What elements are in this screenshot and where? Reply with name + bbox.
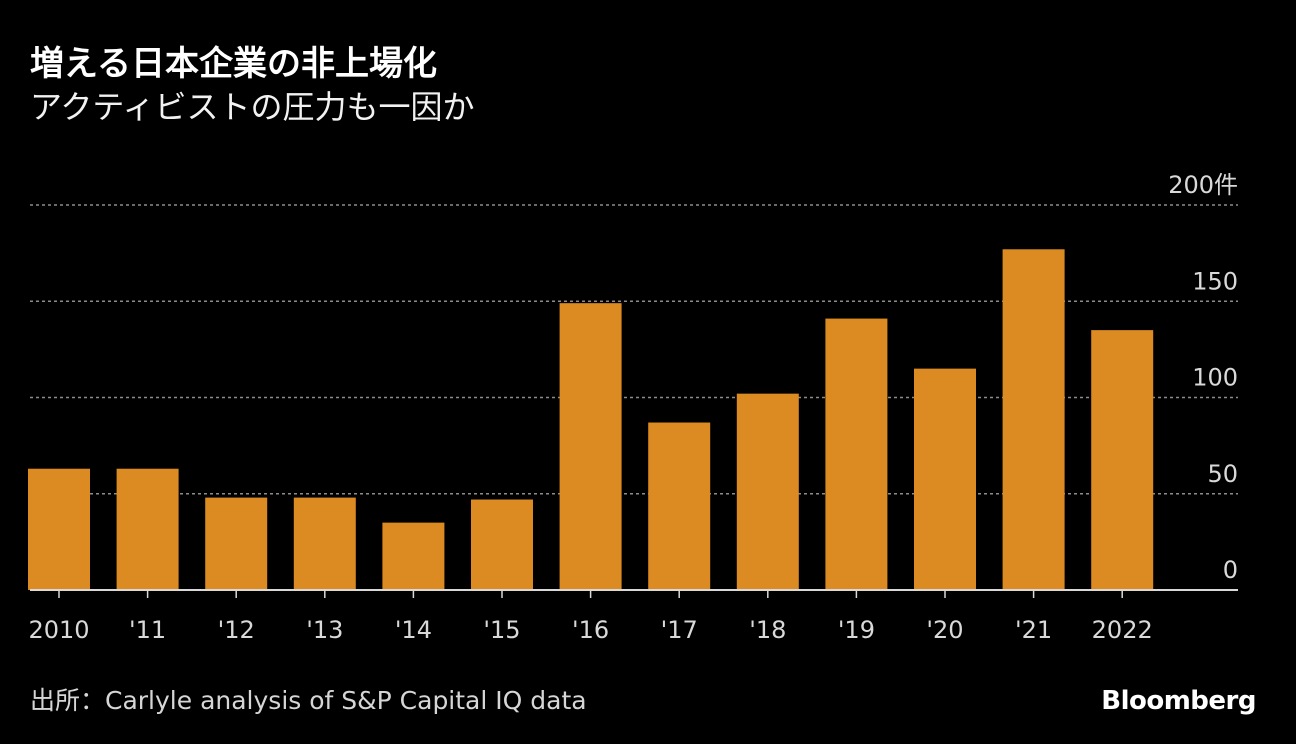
x-tick-label-11: '21 — [1015, 616, 1052, 644]
y-tick-labels: 0 50 100 150 200件 — [1168, 171, 1238, 584]
bar-11 — [1002, 249, 1065, 590]
bar-5 — [471, 499, 533, 590]
x-tick-label-8: '18 — [749, 616, 786, 644]
x-tick-label-5: '15 — [483, 616, 520, 644]
x-tick-label-1: '11 — [129, 616, 166, 644]
x-tick-label-7: '17 — [661, 616, 698, 644]
y-tick-label-100: 100 — [1192, 364, 1238, 392]
y-tick-label-0: 0 — [1223, 556, 1238, 584]
bar-2 — [205, 497, 268, 590]
bar-3 — [293, 497, 356, 590]
x-tick-label-4: '14 — [395, 616, 432, 644]
x-tick-label-9: '19 — [838, 616, 875, 644]
x-tick-label-10: '20 — [926, 616, 963, 644]
bar-10 — [914, 368, 976, 590]
bar-6 — [559, 303, 622, 590]
x-tick-label-6: '16 — [572, 616, 609, 644]
bar-7 — [648, 422, 711, 590]
chart-title: 増える日本企業の非上場化 — [30, 44, 437, 84]
x-tick-label-2: '12 — [218, 616, 255, 644]
bar-0 — [28, 468, 90, 590]
bar-9 — [825, 318, 888, 590]
x-tick-label-3: '13 — [306, 616, 343, 644]
bar-8 — [736, 393, 799, 590]
source-note: 出所：Carlyle analysis of S&P Capital IQ da… — [30, 686, 587, 715]
chart-subtitle: アクティビストの圧力も一因か — [30, 88, 475, 126]
y-tick-label-150: 150 — [1192, 267, 1238, 295]
bloomberg-logo: Bloomberg — [1101, 686, 1256, 716]
bar-4 — [382, 522, 445, 590]
bar-1 — [116, 468, 179, 590]
y-tick-label-200: 200件 — [1168, 171, 1238, 199]
bar-12 — [1091, 330, 1154, 590]
x-tick-label-12: 2022 — [1092, 616, 1153, 644]
y-tick-label-50: 50 — [1207, 460, 1238, 488]
x-axis — [30, 589, 1238, 598]
x-tick-labels: 2010 '11 '12 '13 '14 '15 '16 '17 '18 '19 '20 '21 202… — [28, 616, 1152, 644]
bars — [28, 249, 1154, 590]
x-tick-label-0: 2010 — [28, 616, 89, 644]
